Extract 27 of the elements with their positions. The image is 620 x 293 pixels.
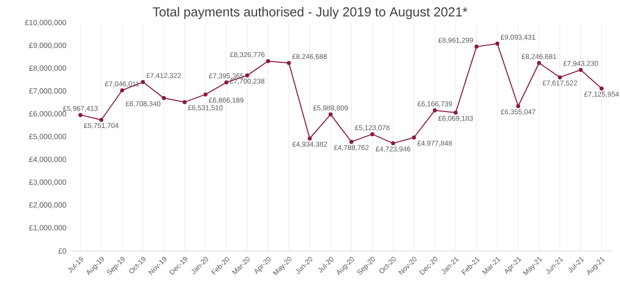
point: [454, 110, 458, 115]
point: [204, 92, 208, 96]
point: [78, 112, 82, 117]
point: [245, 73, 250, 78]
point: [162, 96, 166, 100]
point: [140, 80, 145, 84]
point: [370, 132, 374, 136]
point: [495, 42, 500, 46]
point: [516, 104, 520, 108]
point: [308, 136, 312, 140]
point: [474, 44, 479, 49]
point: [558, 75, 562, 80]
point: [120, 88, 124, 92]
point: [286, 60, 291, 65]
point: [328, 112, 333, 116]
point: [266, 59, 270, 64]
chart-title: Total payments authorised - July 2019 to August 2021*: [152, 6, 468, 20]
point: [432, 108, 437, 112]
point: [578, 68, 583, 72]
point: [391, 141, 396, 146]
point: [600, 86, 604, 91]
point: [99, 118, 104, 122]
point: [224, 80, 228, 84]
point: [412, 136, 416, 140]
point: [182, 100, 187, 104]
point: [349, 140, 354, 144]
point: [537, 60, 542, 65]
